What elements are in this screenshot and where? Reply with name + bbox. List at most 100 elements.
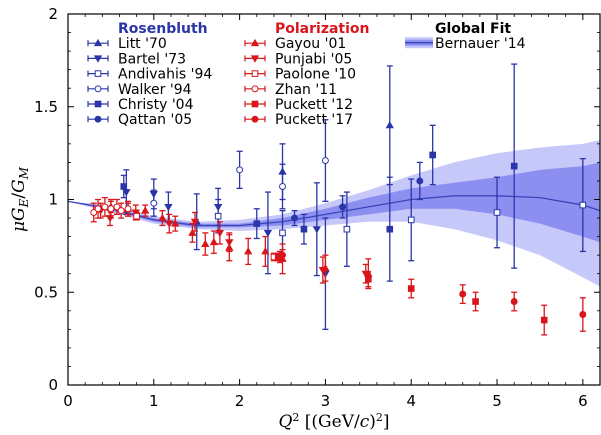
legend-item-1-3: Zhan '11	[244, 82, 337, 98]
data-point-zhan-11-2	[101, 196, 109, 217]
y-axis-title-g1: G	[9, 207, 29, 221]
legend-label-0-2: Andivahis '94	[118, 67, 212, 83]
marker-puckett-17-0	[279, 251, 286, 259]
x-axis-title-c: c	[360, 412, 370, 432]
marker-christy-04-2	[300, 225, 308, 233]
legend-item-1-0: Gayou '01	[244, 36, 346, 52]
marker-gayou-01-7	[209, 237, 219, 246]
data-point-zhan-11-4	[113, 198, 121, 215]
marker-andivahis-94-1	[279, 229, 286, 237]
data-point-andivahis-94-3	[407, 178, 415, 262]
marker-zhan-11-0	[90, 209, 98, 216]
marker-andivahis-94-3	[407, 216, 415, 224]
legend-marker	[250, 55, 260, 63]
x-tick-label-3: 3	[321, 392, 331, 410]
data-point-zhan-11-1	[94, 198, 102, 219]
x-tick-label-6: 6	[578, 392, 588, 410]
legend-item-0-2: Andivahis '94	[87, 67, 212, 83]
marker-puckett-17-3	[579, 311, 587, 318]
marker-zhan-11-5	[117, 207, 125, 215]
marker-punjabi-05-4	[190, 218, 200, 227]
y-axis-title-mu: μ	[9, 221, 29, 232]
marker-punjabi-05-8	[318, 267, 328, 275]
data-point-paolone-10-0	[133, 211, 140, 221]
data-point-gayou-01-7	[209, 230, 219, 254]
marker-christy-04-5	[510, 162, 518, 170]
marker-puckett-12-3	[472, 298, 479, 305]
x-tick-label-4: 4	[406, 392, 416, 410]
data-point-walker-94-0	[150, 189, 158, 217]
data-point-puckett-17-1	[459, 284, 467, 305]
data-point-christy-04-0	[120, 174, 128, 199]
marker-puckett-12-4	[540, 316, 548, 324]
data-point-andivahis-94-5	[579, 158, 587, 253]
legend-marker	[251, 85, 259, 93]
legend-marker	[251, 100, 259, 108]
data-point-zhan-11-0	[90, 202, 98, 223]
y-axis-title: μGE/GM	[9, 166, 31, 232]
data-point-zhan-11-6	[124, 200, 132, 217]
marker-punjabi-05-5	[215, 229, 225, 238]
legend-label-1-2: Paolone '10	[275, 67, 356, 83]
marker-christy-04-1	[253, 220, 261, 227]
data-point-puckett-17-0	[279, 248, 286, 262]
legend-item-1-2: Paolone '10	[244, 67, 356, 83]
data-point-gayou-01-2	[141, 204, 150, 217]
legend-title-2: Global Fit	[435, 21, 511, 37]
legend-marker	[94, 85, 102, 93]
marker-andivahis-94-2	[343, 225, 351, 233]
marker-andivahis-94-4	[493, 209, 501, 216]
legend-label-1-1: Punjabi '05	[275, 51, 352, 67]
data-point-gayou-01-9	[244, 237, 253, 266]
marker-puckett-12-2	[407, 285, 415, 292]
data-point-punjabi-05-3	[165, 213, 174, 234]
legend-title-1: Polarization	[275, 21, 370, 37]
data-point-christy-04-2	[300, 213, 308, 245]
legend-marker	[94, 70, 102, 77]
data-point-walker-94-3	[321, 119, 329, 203]
legend-title-0: Rosenbluth	[118, 21, 208, 37]
marker-bartel-73-5	[312, 226, 322, 234]
data-point-andivahis-94-0	[214, 198, 222, 234]
y-tick-label-3: 1.5	[34, 98, 58, 116]
data-point-puckett-12-1	[365, 271, 372, 288]
marker-andivahis-94-0	[214, 212, 222, 220]
marker-puckett-17-2	[510, 298, 518, 305]
y-tick-label-4: 2	[48, 5, 58, 23]
legend-label-0-0: Litt '70	[118, 36, 167, 52]
marker-qattan-05-2	[416, 177, 424, 185]
y-tick-label-2: 1	[48, 191, 58, 209]
legend-item-0-4: Christy '04	[87, 97, 194, 113]
legend-item-0-0: Litt '70	[87, 36, 167, 52]
y-tick-label-1: 0.5	[34, 283, 58, 301]
legend-label-0-4: Christy '04	[118, 97, 194, 113]
x-tick-label-2: 2	[235, 392, 245, 410]
data-point-andivahis-94-4	[493, 176, 501, 249]
marker-andivahis-94-5	[579, 201, 587, 209]
data-point-puckett-12-3	[472, 291, 479, 312]
x-axis-title-sup: 2	[292, 411, 299, 424]
x-tick-label-1: 1	[149, 392, 159, 410]
legend-item-1-5: Puckett '17	[244, 112, 353, 128]
data-point-puckett-17-3	[579, 297, 587, 332]
legend-label-2-0: Bernauer '14	[435, 36, 526, 52]
y-axis-title-g2: G	[9, 179, 29, 193]
fit-band-inner	[68, 162, 600, 243]
legend-marker	[93, 38, 103, 47]
x-axis-title-unit-open: [(GeV/	[299, 412, 360, 432]
data-point-punjabi-05-6	[225, 232, 234, 253]
data-point-qattan-05-0	[291, 209, 298, 227]
legend-marker	[94, 100, 102, 108]
data-point-litt-70-2	[385, 65, 394, 186]
data-point-christy-04-3	[386, 176, 394, 282]
marker-puckett-12-1	[365, 275, 372, 283]
x-tick-label-5: 5	[492, 392, 502, 410]
legend-label-1-4: Puckett '12	[275, 97, 353, 113]
legend-label-0-5: Qattan '05	[118, 112, 192, 128]
x-axis-title: Q2 [(GeV/c)2]	[278, 411, 389, 433]
legend-marker	[94, 115, 102, 123]
y-axis-title-sub-e: E	[17, 198, 31, 208]
y-axis-title-sub-m: M	[17, 166, 31, 180]
